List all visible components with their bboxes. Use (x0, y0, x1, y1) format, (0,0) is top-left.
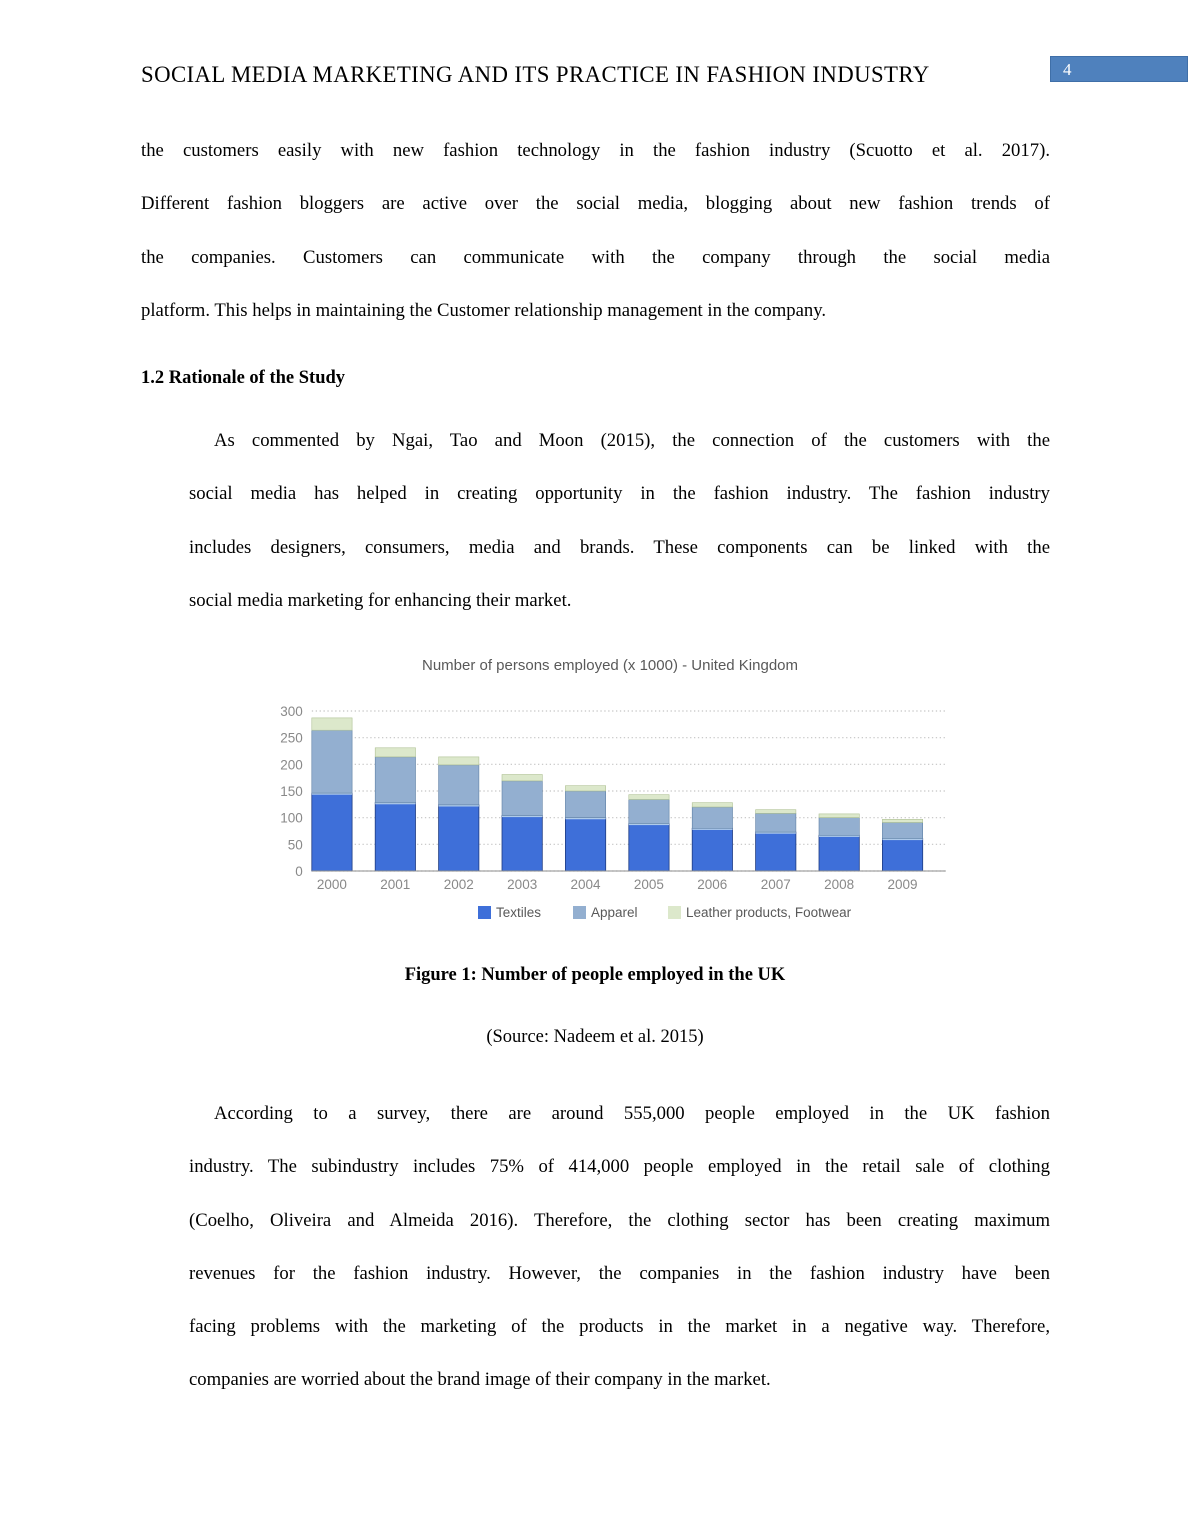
svg-text:50: 50 (288, 837, 303, 852)
svg-text:0: 0 (295, 864, 303, 879)
svg-text:2003: 2003 (507, 877, 537, 892)
svg-text:150: 150 (280, 784, 303, 799)
svg-text:2000: 2000 (317, 877, 347, 892)
svg-text:100: 100 (280, 811, 303, 826)
svg-text:Leather products, Footwear: Leather products, Footwear (686, 905, 852, 920)
svg-text:250: 250 (280, 731, 303, 746)
svg-text:2006: 2006 (697, 877, 727, 892)
svg-text:2008: 2008 (824, 877, 854, 892)
svg-text:2005: 2005 (634, 877, 664, 892)
svg-text:Apparel: Apparel (591, 905, 638, 920)
svg-text:2007: 2007 (761, 877, 791, 892)
svg-text:300: 300 (280, 704, 303, 719)
svg-text:2004: 2004 (570, 877, 601, 892)
svg-text:Number of persons employed (x: Number of persons employed (x 1000) - Un… (422, 657, 798, 674)
svg-text:2001: 2001 (380, 877, 410, 892)
svg-text:2009: 2009 (887, 877, 917, 892)
svg-text:200: 200 (280, 757, 303, 772)
svg-text:Textiles: Textiles (496, 905, 541, 920)
svg-text:2002: 2002 (444, 877, 474, 892)
